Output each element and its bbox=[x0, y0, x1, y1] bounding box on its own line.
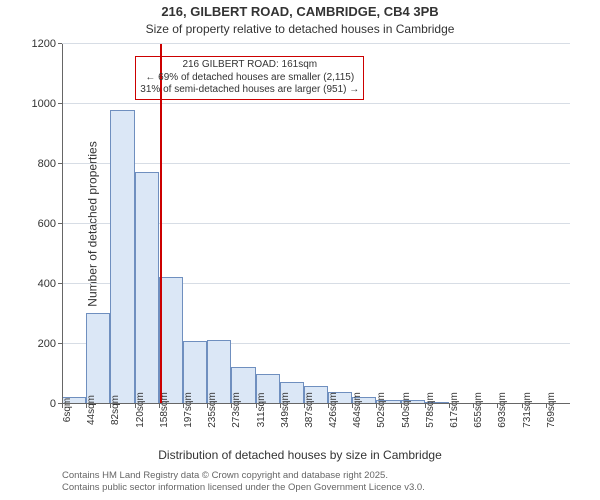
x-tick-label: 731sqm bbox=[522, 392, 533, 428]
gridline bbox=[62, 163, 570, 164]
y-tick-label: 200 bbox=[38, 338, 56, 350]
x-tick-label: 655sqm bbox=[473, 392, 484, 428]
y-axis-line bbox=[62, 44, 63, 404]
x-tick-label: 540sqm bbox=[401, 392, 412, 428]
gridline bbox=[62, 103, 570, 104]
footer-line-2: Contains public sector information licen… bbox=[62, 482, 425, 494]
chart-title-main: 216, GILBERT ROAD, CAMBRIDGE, CB4 3PB bbox=[0, 4, 600, 19]
x-tick-label: 617sqm bbox=[449, 392, 460, 428]
x-tick-label: 197sqm bbox=[183, 392, 194, 428]
reference-callout: 216 GILBERT ROAD: 161sqm← 69% of detache… bbox=[135, 56, 364, 100]
callout-line: 216 GILBERT ROAD: 161sqm bbox=[140, 59, 359, 72]
x-tick-label: 273sqm bbox=[231, 392, 242, 428]
x-tick-label: 82sqm bbox=[110, 395, 121, 425]
histogram-bar bbox=[86, 313, 110, 405]
x-tick-label: 693sqm bbox=[497, 392, 508, 428]
histogram-bar bbox=[159, 277, 183, 405]
y-tick-label: 400 bbox=[38, 278, 56, 290]
gridline bbox=[62, 43, 570, 44]
x-tick-label: 578sqm bbox=[425, 392, 436, 428]
x-tick-label: 502sqm bbox=[376, 392, 387, 428]
callout-line: ← 69% of detached houses are smaller (2,… bbox=[140, 72, 359, 85]
x-tick-label: 426sqm bbox=[328, 392, 339, 428]
x-tick-label: 349sqm bbox=[280, 392, 291, 428]
x-tick-label: 464sqm bbox=[352, 392, 363, 428]
y-tick-label: 0 bbox=[50, 398, 56, 410]
chart-footer: Contains HM Land Registry data © Crown c… bbox=[62, 470, 425, 494]
callout-line: 31% of semi-detached houses are larger (… bbox=[140, 84, 359, 97]
x-tick-label: 6sqm bbox=[62, 398, 73, 422]
chart-plot-area: 0200400600800100012006sqm44sqm82sqm120sq… bbox=[62, 44, 570, 404]
histogram-bar bbox=[110, 110, 134, 404]
x-axis-line bbox=[62, 403, 570, 404]
y-tick-label: 600 bbox=[38, 218, 56, 230]
x-tick-label: 311sqm bbox=[256, 393, 267, 428]
x-tick-label: 44sqm bbox=[86, 395, 97, 425]
y-tick-label: 1000 bbox=[32, 98, 56, 110]
x-tick-label: 387sqm bbox=[304, 392, 315, 428]
x-tick-label: 120sqm bbox=[135, 392, 146, 428]
x-tick-label: 235sqm bbox=[207, 392, 218, 428]
y-tick-label: 1200 bbox=[32, 38, 56, 50]
footer-line-1: Contains HM Land Registry data © Crown c… bbox=[62, 470, 425, 482]
histogram-bar bbox=[135, 172, 159, 405]
chart-title-sub: Size of property relative to detached ho… bbox=[0, 22, 600, 36]
y-tick-label: 800 bbox=[38, 158, 56, 170]
x-axis-label: Distribution of detached houses by size … bbox=[0, 448, 600, 462]
x-tick-label: 769sqm bbox=[546, 392, 557, 428]
